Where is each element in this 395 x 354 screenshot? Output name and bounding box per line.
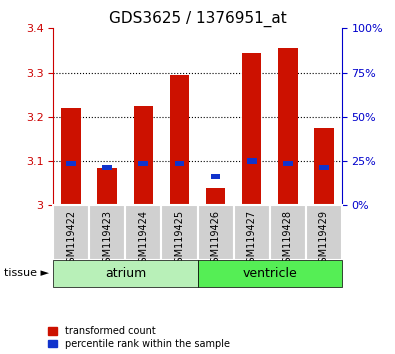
Title: GDS3625 / 1376951_at: GDS3625 / 1376951_at	[109, 11, 286, 27]
Bar	[278, 48, 297, 205]
Bar	[314, 128, 333, 205]
Bar	[198, 205, 233, 260]
Bar	[98, 168, 117, 205]
Bar	[175, 161, 184, 166]
Bar	[66, 161, 76, 166]
Bar	[211, 174, 220, 179]
Legend: transformed count, percentile rank within the sample: transformed count, percentile rank withi…	[48, 326, 230, 349]
Text: GSM119425: GSM119425	[175, 210, 184, 269]
Text: GSM119428: GSM119428	[282, 210, 293, 269]
Bar	[89, 205, 126, 260]
Bar	[198, 260, 342, 287]
Text: atrium: atrium	[105, 267, 146, 280]
Bar	[126, 205, 162, 260]
Text: ventricle: ventricle	[242, 267, 297, 280]
Text: GSM119426: GSM119426	[211, 210, 220, 269]
Bar	[306, 205, 342, 260]
Bar	[206, 188, 226, 205]
Bar	[242, 53, 261, 205]
Bar	[319, 165, 329, 170]
Bar	[169, 75, 189, 205]
Bar	[139, 161, 149, 166]
Bar	[53, 205, 89, 260]
Bar	[246, 158, 256, 164]
Text: GSM119427: GSM119427	[246, 210, 257, 269]
Bar	[283, 161, 293, 166]
Text: tissue ►: tissue ►	[4, 268, 49, 278]
Bar	[233, 205, 270, 260]
Text: GSM119423: GSM119423	[102, 210, 113, 269]
Text: GSM119424: GSM119424	[138, 210, 149, 269]
Bar	[162, 205, 198, 260]
Bar	[62, 108, 81, 205]
Text: GSM119429: GSM119429	[319, 210, 329, 269]
Bar	[53, 260, 198, 287]
Bar	[134, 106, 153, 205]
Text: GSM119422: GSM119422	[66, 210, 76, 269]
Bar	[102, 165, 112, 170]
Bar	[270, 205, 306, 260]
